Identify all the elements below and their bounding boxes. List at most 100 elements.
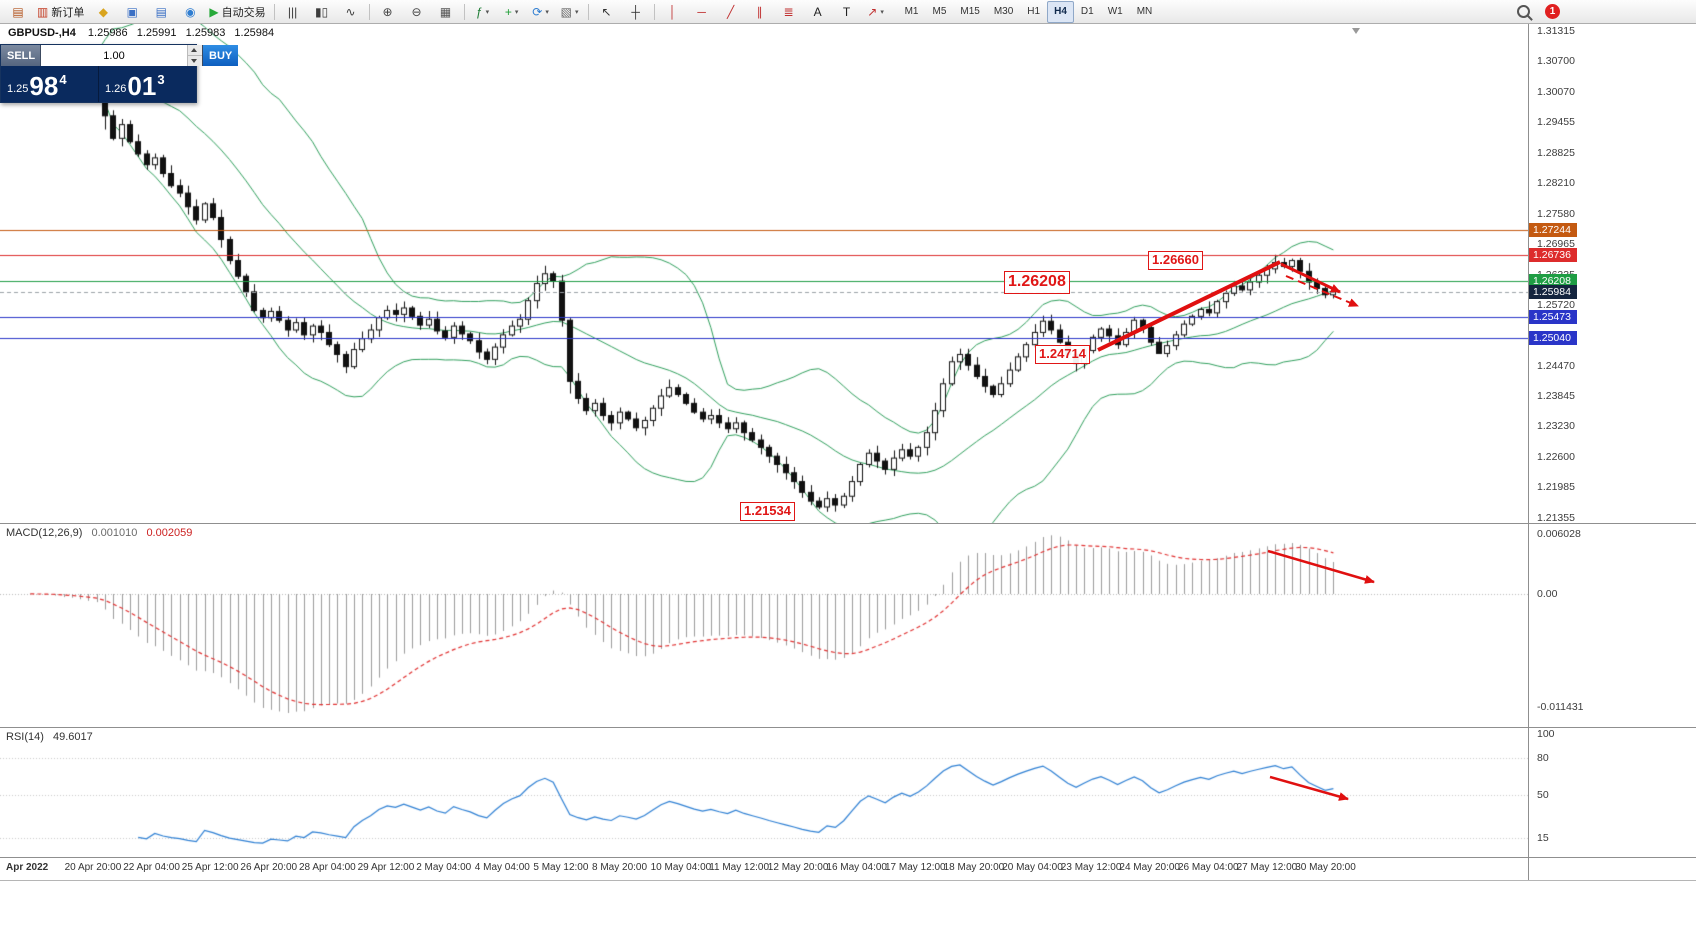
sell-price-button[interactable]: 1.25 98 4 [1,66,99,102]
metaeditor-icon: ◆ [98,4,108,19]
navigator-button[interactable]: ◉ [176,1,204,23]
templates-button[interactable]: ▧ ▾ [556,1,584,23]
zoom-out-icon: ⊖ [411,4,422,19]
new-order-icon: ▥ [37,4,49,19]
buy-button[interactable]: BUY [203,45,239,66]
symbol-info: GBPUSD-,H4 1.25986 1.25991 1.25983 1.259… [8,27,280,39]
timeframe-w1[interactable]: W1 [1107,6,1123,17]
label-button[interactable]: T [833,1,861,23]
zoom-in-button[interactable]: ⊕ [374,1,402,23]
rsi-axis-label: 50 [1537,789,1549,801]
trendline-button[interactable]: ╱ [717,1,745,23]
rsi-axis-label: 80 [1537,752,1549,765]
periods-button[interactable]: ⟳ ▾ [527,1,555,23]
navigator-icon: ◉ [185,4,196,19]
timeframe-d1[interactable]: D1 [1080,6,1094,17]
ohlc-close: 1.25984 [234,27,275,39]
time-axis[interactable]: Apr 2022 20 Apr 20:00 22 Apr 04:00 25 Apr 1… [0,858,1528,880]
time-axis-label: 29 Apr 12:00 [357,862,415,873]
candlestick-chart-button[interactable]: ▮▯ [308,1,336,23]
periods-icon: ⟳ [532,4,543,19]
macd-panel[interactable]: MACD(12,26,9) 0.001010 0.002059 [0,524,1528,727]
sell-button[interactable]: SELL [1,45,41,66]
notification-badge[interactable]: 1 [1545,4,1560,19]
new-order-button[interactable]: ▥ 新订单 [33,1,88,23]
buy-price-button[interactable]: 1.26 01 3 [99,66,196,102]
search-button[interactable] [1509,1,1537,23]
time-axis-label: 22 Apr 04:00 [123,862,180,873]
price-annotation[interactable]: 1.26208 [1004,271,1070,294]
fibonacci-button[interactable]: ≣ [775,1,803,23]
time-axis-label: 12 May 20:00 [767,862,829,873]
price-annotation[interactable]: 1.24714 [1035,345,1090,364]
data-window-button[interactable]: ▤ [147,1,175,23]
toolbar-separator [273,3,275,20]
sell-price-prefix: 1.25 [7,83,29,95]
shapes-button[interactable]: ↗ ▾ [862,1,890,23]
cursor-button[interactable]: ↖ [593,1,621,23]
macd-canvas[interactable] [0,524,1528,727]
vertical-line-icon: │ [668,4,677,19]
add-object-button[interactable]: + ▾ [498,1,526,23]
time-axis-label: 16 May 04:00 [826,862,887,873]
price-level-marker: 1.25984 [1529,284,1577,299]
fibonacci-icon: ≣ [783,4,794,19]
tile-windows-icon: ▦ [439,4,452,19]
dropdown-caret-icon: ▾ [514,8,519,16]
price-annotation[interactable]: 1.21534 [740,502,795,521]
horizontal-line-button[interactable]: ─ [688,1,716,23]
lot-size-input[interactable] [41,45,187,66]
rsi-label: RSI(14) 49.6017 [6,731,93,743]
price-tick-label: 1.29455 [1537,115,1575,128]
price-level-marker: 1.26736 [1529,247,1577,262]
toolbar-separator [653,3,655,20]
timeframe-m5[interactable]: M5 [932,6,947,17]
time-axis-label: 28 Apr 04:00 [299,862,356,873]
price-tick-label: 1.23230 [1537,420,1575,433]
time-axis-label: 2 May 04:00 [416,862,472,873]
time-axis-label: 5 May 12:00 [533,862,589,873]
search-icon [1516,5,1530,18]
price-tick-label: 1.27580 [1537,207,1575,220]
price-tick-label: 1.30070 [1537,85,1575,98]
price-chart-panel[interactable]: 1.26660 1.26208 1.24714 1.21534 GBPUSD-,H4 … [0,24,1528,523]
price-chart-canvas[interactable] [0,24,1528,523]
price-annotation[interactable]: 1.26660 [1148,251,1203,270]
rsi-panel[interactable]: RSI(14) 49.6017 [0,728,1528,857]
timeframe-h4[interactable]: H4 [1047,0,1074,23]
panel-separator[interactable] [0,523,1696,524]
dropdown-caret-icon: ▾ [485,8,490,16]
price-axis[interactable]: 1.31315 1.30700 1.30070 1.29455 1.28825 1.282… [1528,24,1696,881]
panel-separator [0,857,1696,858]
timeframe-h1[interactable]: H1 [1027,6,1041,17]
lot-decrease-button[interactable] [188,55,202,66]
bar-chart-button[interactable]: ||| [279,1,307,23]
one-click-trading-panel: SELL BUY 1.25 98 4 1.26 [0,44,239,103]
crosshair-icon: ┼ [631,4,640,19]
line-chart-button[interactable]: ∿ [337,1,365,23]
buy-price-big: 01 [127,71,157,101]
time-axis-label: 10 May 04:00 [650,862,712,873]
crosshair-button[interactable]: ┼ [622,1,650,23]
new-chart-button[interactable]: ▤ [4,1,32,23]
zoom-out-button[interactable]: ⊖ [403,1,431,23]
timeframe-m15[interactable]: M15 [960,6,980,17]
rsi-canvas[interactable] [0,728,1528,857]
lot-increase-button[interactable] [188,45,202,55]
vertical-line-button[interactable]: │ [659,1,687,23]
data-window-icon: ▤ [155,4,168,19]
toolbar-separator [463,3,465,20]
market-watch-button[interactable]: ▣ [118,1,146,23]
toolbar-separator [587,3,589,20]
panel-separator[interactable] [0,727,1696,728]
autotrading-button[interactable]: ▶ 自动交易 [205,1,269,23]
timeframe-m30[interactable]: M30 [993,6,1014,17]
timeframe-m1[interactable]: M1 [904,6,919,17]
timeframe-mn[interactable]: MN [1136,6,1153,17]
indicators-button[interactable]: ƒ ▾ [469,1,497,23]
text-button[interactable]: A [804,1,832,23]
tile-windows-button[interactable]: ▦ [432,1,460,23]
toolbar-separator [368,3,370,20]
channel-button[interactable]: ∥ [746,1,774,23]
metaeditor-button[interactable]: ◆ [89,1,117,23]
